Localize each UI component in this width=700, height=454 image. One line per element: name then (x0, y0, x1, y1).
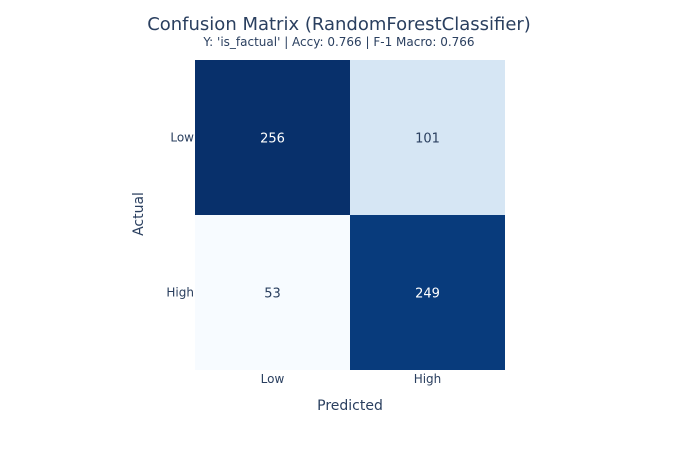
heatmap-cell-low-high (350, 60, 505, 215)
cell-value-label: 101 (415, 132, 440, 147)
y-tick-label: Low (170, 131, 194, 145)
y-axis-label: Actual (131, 192, 147, 236)
x-axis-label: Predicted (317, 398, 383, 414)
chart-title: Confusion Matrix (RandomForestClassifier… (147, 14, 531, 35)
cell-value-label: 249 (415, 287, 440, 302)
cell-labels: 256 101 53 249 (260, 132, 440, 302)
cell-value-label: 53 (264, 287, 281, 302)
y-tick-label: High (166, 286, 194, 300)
heatmap-cells (195, 60, 505, 370)
heatmap-cell-high-high (350, 215, 505, 370)
cell-value-label: 256 (260, 132, 285, 147)
x-tick-label: Low (261, 372, 285, 386)
x-axis-ticks: Low High (261, 372, 442, 386)
x-tick-label: High (414, 372, 442, 386)
heatmap-cell-high-low (195, 215, 350, 370)
y-axis-ticks: Low High (166, 131, 194, 300)
chart-subtitle: Y: 'is_factual' | Accy: 0.766 | F-1 Macr… (202, 35, 474, 49)
heatmap-cell-low-low (195, 60, 350, 215)
